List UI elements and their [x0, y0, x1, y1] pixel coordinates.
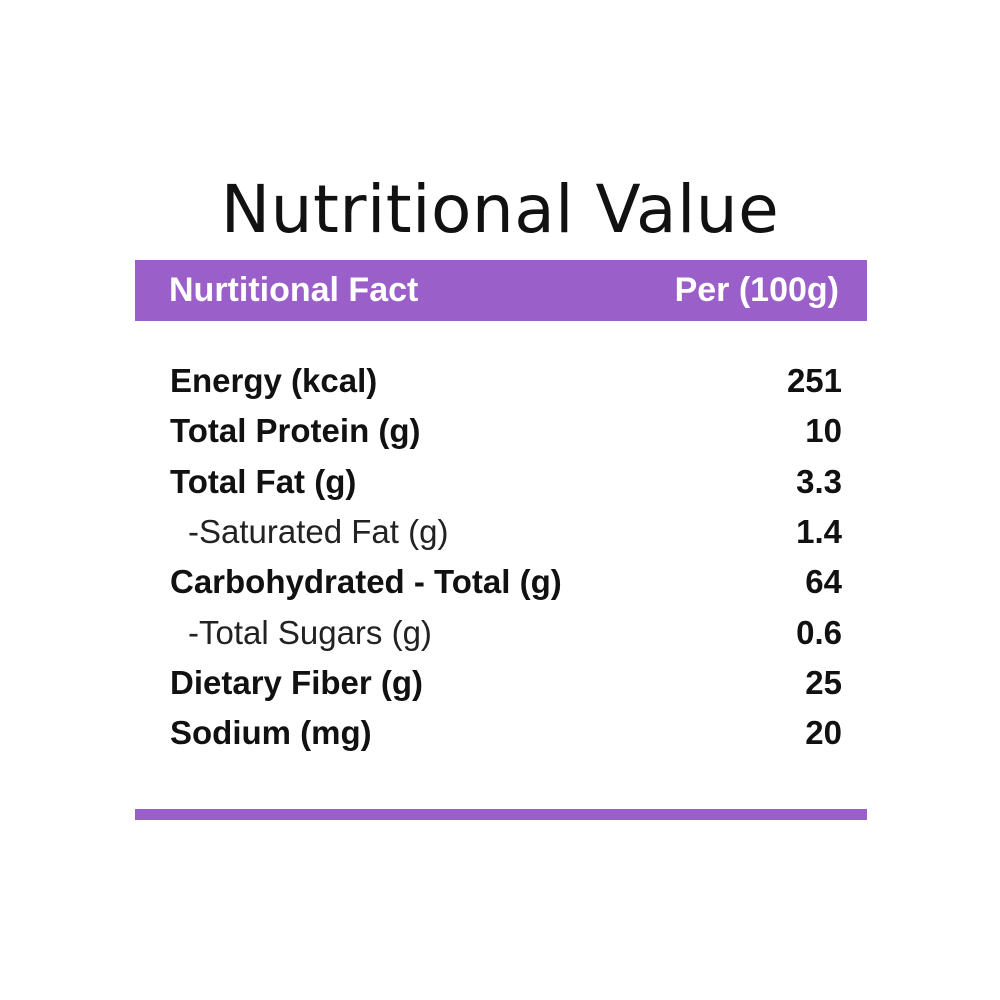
row-label: Total Fat (g) — [170, 462, 357, 500]
table-row: Total Protein (g) 10 — [170, 406, 842, 456]
table-header: Nurtitional Fact Per (100g) — [135, 260, 867, 321]
table-row: Energy (kcal) 251 — [170, 356, 842, 406]
table-row: -Saturated Fat (g) 1.4 — [170, 507, 842, 557]
bottom-divider — [135, 809, 867, 820]
header-label-per: Per (100g) — [674, 271, 839, 309]
row-label: Energy (kcal) — [170, 362, 378, 400]
row-label: Sodium (mg) — [170, 714, 372, 752]
table-row: Dietary Fiber (g) 25 — [170, 658, 842, 708]
nutrition-table: Energy (kcal) 251 Total Protein (g) 10 T… — [170, 356, 842, 758]
table-row: Sodium (mg) 20 — [170, 708, 842, 758]
table-row: Total Fat (g) 3.3 — [170, 457, 842, 507]
page-title: Nutritional Value — [220, 171, 780, 248]
row-value: 25 — [805, 663, 842, 701]
table-row: Carbohydrated - Total (g) 64 — [170, 557, 842, 607]
row-value: 64 — [805, 563, 842, 601]
row-label: -Total Sugars (g) — [188, 613, 432, 651]
row-value: 251 — [786, 362, 842, 400]
row-label: Dietary Fiber (g) — [170, 663, 424, 701]
row-value: 1.4 — [796, 513, 842, 551]
row-value: 0.6 — [796, 613, 842, 651]
row-label: -Saturated Fat (g) — [188, 513, 449, 551]
header-label-fact: Nurtitional Fact — [169, 271, 419, 309]
row-value: 10 — [805, 412, 842, 450]
row-value: 20 — [805, 714, 842, 752]
row-label: Total Protein (g) — [170, 412, 421, 450]
row-value: 3.3 — [796, 462, 842, 500]
table-row: -Total Sugars (g) 0.6 — [170, 607, 842, 657]
row-label: Carbohydrated - Total (g) — [170, 563, 562, 601]
